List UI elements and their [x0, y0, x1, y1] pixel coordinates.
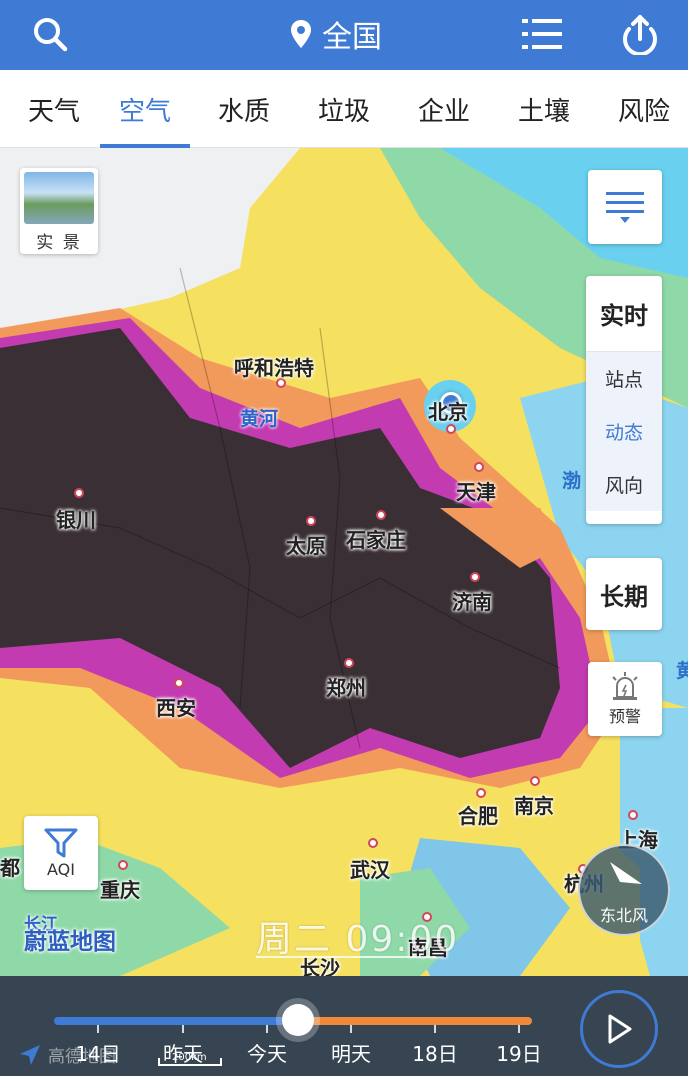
list-button[interactable]: [514, 8, 570, 60]
sea-label-huanghai: 黄: [676, 660, 688, 682]
play-button[interactable]: [580, 990, 658, 1068]
timeline-label-tomorrow[interactable]: 明天: [331, 1042, 371, 1066]
timeline-track-past[interactable]: [54, 1017, 298, 1025]
list-icon: [522, 19, 562, 49]
map-scale-bar: [158, 1058, 222, 1066]
mode-item-dynamic[interactable]: 动态: [586, 405, 662, 458]
timeline-bar: 14日 昨天 今天 明天 18日 19日 高德地图 200km: [0, 976, 688, 1076]
city-label-shijiazhuang: 石家庄: [346, 528, 406, 552]
timeline-slider-handle[interactable]: [282, 1004, 314, 1036]
current-time-display: 周二 09:00: [256, 919, 460, 960]
city-label-xian: 西安: [156, 696, 196, 720]
city-label-beijing: 北京: [428, 400, 468, 424]
mode-item-stations[interactable]: 站点: [586, 352, 662, 405]
tab-water-quality[interactable]: 水质: [217, 96, 270, 127]
timeline-label-18[interactable]: 18日: [412, 1042, 458, 1066]
city-dot-shanghai[interactable]: [628, 810, 638, 820]
timeline-track-forecast[interactable]: [298, 1017, 532, 1025]
city-dot-beijing[interactable]: [446, 424, 456, 434]
city-label-tianjin: 天津: [456, 480, 496, 504]
city-dot-taiyuan[interactable]: [306, 516, 316, 526]
time-underline: [256, 956, 436, 958]
city-dot-jinan[interactable]: [470, 572, 480, 582]
play-icon: [608, 1014, 632, 1044]
timeline-label-19[interactable]: 19日: [496, 1042, 542, 1066]
city-dot-hefei[interactable]: [476, 788, 486, 798]
timeline-label-today[interactable]: 今天: [247, 1042, 287, 1066]
real-view-label: 实 景: [36, 233, 82, 253]
city-dot-tianjin[interactable]: [474, 462, 484, 472]
map-attribution-text: 高德地图: [48, 1047, 116, 1067]
city-dot-chongqing[interactable]: [118, 860, 128, 870]
filter-funnel-icon: [44, 828, 78, 857]
search-button[interactable]: [22, 8, 78, 60]
city-dot-nanchang[interactable]: [422, 912, 432, 922]
river-label-changjiang: 长江: [24, 915, 58, 935]
tab-soil[interactable]: 土壤: [517, 96, 570, 127]
river-label-huanghe: 黄河: [240, 408, 279, 430]
long-term-button[interactable]: 长期: [586, 558, 662, 630]
real-view-button[interactable]: 实 景: [20, 168, 98, 254]
tab-risk[interactable]: 风险: [617, 96, 670, 127]
wind-direction-indicator[interactable]: 东北风: [578, 844, 670, 936]
tab-air[interactable]: 空气: [100, 70, 190, 148]
city-dot-shijiazhuang[interactable]: [376, 510, 386, 520]
city-dot-xian[interactable]: [174, 678, 184, 688]
share-button[interactable]: [612, 8, 668, 60]
city-label-zhengzhou: 郑州: [326, 676, 366, 700]
tab-enterprise[interactable]: 企业: [417, 96, 470, 127]
city-label-taiyuan: 太原: [286, 534, 326, 558]
city-label-huhehaote: 呼和浩特: [234, 356, 314, 380]
city-label-hefei: 合肥: [458, 804, 498, 828]
current-location-marker[interactable]: [440, 392, 462, 414]
location-label: 全国: [322, 20, 382, 55]
share-icon: [623, 15, 657, 55]
city-dot-yinchuan[interactable]: [74, 488, 84, 498]
map-scale-label: 200km: [172, 1052, 207, 1063]
layer-menu-button[interactable]: [588, 170, 662, 244]
sea-label-bohai: 渤: [562, 470, 582, 492]
city-dot-huhehaote[interactable]: [276, 378, 286, 388]
category-tabs: 天气 空气 水质 垃圾 企业 土壤 风险: [0, 70, 688, 148]
aqi-map[interactable]: 实 景 实时 站点 动态 风向 长期 预警 AQI: [0, 148, 688, 976]
location-selector[interactable]: 全国: [290, 12, 382, 56]
city-label-yinchuan: 银川: [56, 508, 96, 532]
timeline-label-14[interactable]: 14日: [75, 1042, 121, 1066]
city-dot-zhengzhou[interactable]: [344, 658, 354, 668]
city-label-nanjing: 南京: [514, 794, 554, 818]
alarm-siren-icon: [612, 672, 638, 700]
city-label-wuhan: 武汉: [350, 858, 390, 882]
navigation-arrow-icon: [20, 1044, 40, 1065]
aqi-filter-button[interactable]: AQI: [24, 816, 98, 890]
top-bar: 全国: [0, 0, 688, 70]
warning-label: 预警: [608, 707, 641, 726]
layers-menu-icon: [606, 192, 644, 223]
city-label-jinan: 济南: [452, 590, 492, 614]
city-label-chengdu: 都: [0, 856, 20, 880]
aqi-heatmap: [0, 148, 688, 976]
search-icon: [34, 18, 68, 52]
tab-weather[interactable]: 天气: [27, 96, 80, 127]
city-label-chongqing: 重庆: [100, 878, 140, 902]
timeline-label-yesterday[interactable]: 昨天: [163, 1042, 203, 1066]
mode-item-wind-direction[interactable]: 风向: [586, 458, 662, 511]
realtime-mode-panel: 实时 站点 动态 风向: [586, 276, 662, 524]
wind-direction-label: 东北风: [599, 906, 648, 925]
tab-garbage[interactable]: 垃圾: [317, 96, 370, 127]
real-view-thumbnail: [24, 172, 94, 224]
map-attribution: 高德地图: [18, 1042, 116, 1067]
aqi-label: AQI: [47, 859, 75, 879]
city-dot-nanjing[interactable]: [530, 776, 540, 786]
wind-arrow-icon: [610, 862, 642, 884]
warning-button[interactable]: 预警: [588, 662, 662, 736]
location-pin-icon: [291, 20, 311, 48]
realtime-button[interactable]: 实时: [586, 276, 662, 352]
app-logo-text: 蔚蓝地图: [24, 929, 116, 955]
city-label-changsha: 长沙: [300, 956, 340, 976]
city-dot-wuhan[interactable]: [368, 838, 378, 848]
